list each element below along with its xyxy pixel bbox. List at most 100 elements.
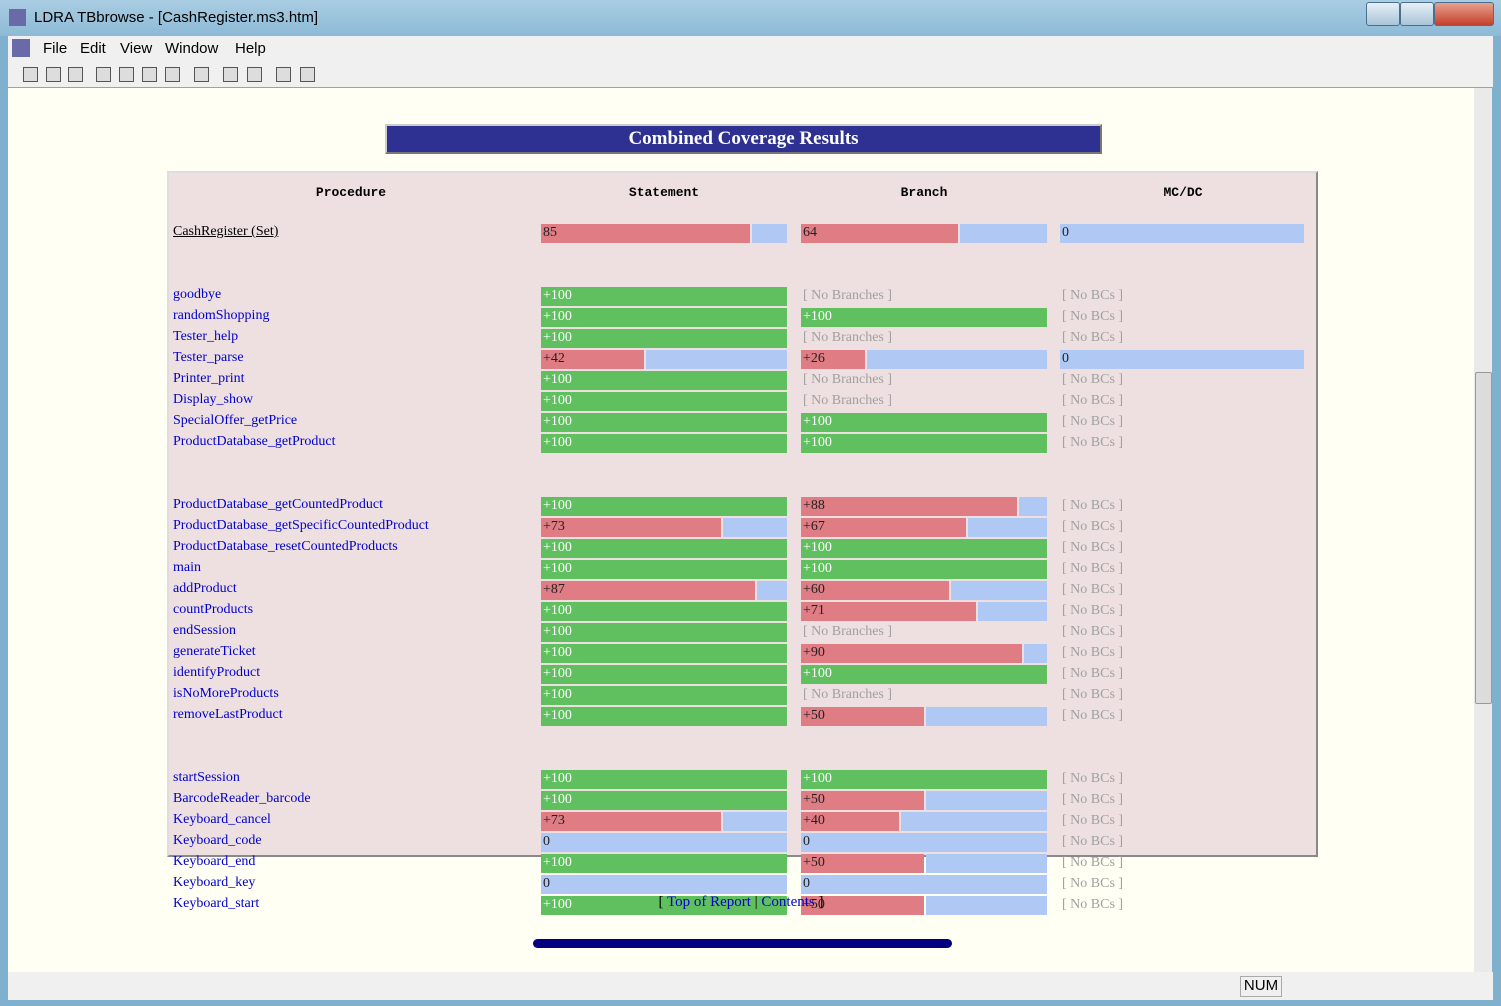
coverage-bar: +100: [801, 308, 1047, 327]
covered-segment: [541, 665, 787, 684]
coverage-bar: +100: [801, 539, 1047, 558]
covered-segment: [801, 539, 1047, 558]
coverage-label: +100: [543, 645, 572, 660]
not-applicable: [ No Branches ]: [803, 372, 893, 387]
coverage-bar: +100: [541, 707, 787, 726]
coverage-bar: +100: [541, 287, 787, 306]
procedure-name[interactable]: identifyProduct: [173, 665, 261, 680]
footer-link[interactable]: Top of Report: [666, 894, 751, 910]
procedure-name[interactable]: Tester_help: [173, 329, 239, 344]
uncovered-segment: [1060, 350, 1304, 369]
procedure-name[interactable]: Keyboard_start: [173, 896, 260, 911]
scroll-thumb[interactable]: [1475, 372, 1492, 704]
toolbar-button[interactable]: [142, 67, 157, 82]
menu-item[interactable]: Window: [165, 40, 219, 57]
footer-link[interactable]: Contents: [761, 894, 815, 910]
procedure-name[interactable]: CashRegister (Set): [173, 224, 279, 239]
coverage-bar: +100: [541, 896, 787, 915]
procedure-name[interactable]: ProductDatabase_resetCountedProducts: [173, 539, 398, 554]
toolbar-button[interactable]: [276, 67, 291, 82]
procedure-name[interactable]: goodbye: [173, 287, 222, 302]
uncovered-segment: [960, 224, 1047, 243]
toolbar-button[interactable]: [247, 67, 262, 82]
toolbar-button[interactable]: [23, 67, 38, 82]
procedure-name[interactable]: Display_show: [173, 392, 254, 407]
covered-segment: [541, 371, 787, 390]
uncovered-segment: [801, 833, 1047, 852]
toolbar-button[interactable]: [68, 67, 83, 82]
coverage-bar: +73: [541, 812, 787, 831]
scrollbar[interactable]: [1474, 88, 1492, 972]
coverage-bar: +100: [541, 434, 787, 453]
toolbar-button[interactable]: [300, 67, 315, 82]
procedure-name[interactable]: startSession: [173, 770, 240, 785]
procedure-name[interactable]: addProduct: [173, 581, 237, 596]
menu-item[interactable]: Help: [235, 40, 266, 57]
coverage-label: +90: [803, 645, 825, 660]
procedure-name[interactable]: removeLastProduct: [173, 707, 283, 722]
covered-segment: [541, 854, 787, 873]
uncovered-segment: [541, 875, 787, 894]
menu-item[interactable]: Edit: [80, 40, 106, 57]
minimize-button[interactable]: [1366, 2, 1400, 26]
coverage-label: +100: [543, 372, 572, 387]
coverage-bar: +71: [801, 602, 1047, 621]
bracket: [: [658, 894, 664, 910]
toolbar-button[interactable]: [194, 67, 209, 82]
procedure-name[interactable]: Keyboard_key: [173, 875, 256, 890]
coverage-label: +100: [543, 687, 572, 702]
procedure-name[interactable]: ProductDatabase_getProduct: [173, 434, 336, 449]
coverage-bar: 0: [801, 833, 1047, 852]
procedure-name[interactable]: Keyboard_cancel: [173, 812, 271, 827]
coverage-bar: +100: [541, 392, 787, 411]
uncovered-segment: [950, 581, 1047, 600]
coverage-label: +100: [543, 330, 572, 345]
procedure-name[interactable]: randomShopping: [173, 308, 270, 323]
coverage-bar: +100: [541, 308, 787, 327]
procedure-name[interactable]: isNoMoreProducts: [173, 686, 279, 701]
coverage-bar: +100: [541, 623, 787, 642]
menu-item[interactable]: View: [120, 40, 153, 57]
toolbar-button[interactable]: [223, 67, 238, 82]
toolbar: [8, 60, 1493, 88]
not-applicable: [ No BCs ]: [1062, 624, 1124, 639]
procedure-name[interactable]: Keyboard_code: [173, 833, 262, 848]
coverage-bar: +60: [801, 581, 1047, 600]
not-applicable: [ No BCs ]: [1062, 540, 1124, 555]
covered-segment: [541, 329, 787, 348]
procedure-name[interactable]: Keyboard_end: [173, 854, 256, 869]
coverage-bar: +100: [801, 770, 1047, 789]
coverage-label: +60: [803, 582, 825, 597]
toolbar-button[interactable]: [96, 67, 111, 82]
toolbar-button[interactable]: [165, 67, 180, 82]
coverage-label: +100: [543, 603, 572, 618]
column-header: Statement: [628, 185, 700, 200]
procedure-name[interactable]: SpecialOffer_getPrice: [173, 413, 298, 428]
coverage-label: 0: [1062, 225, 1069, 240]
maximize-button[interactable]: [1400, 2, 1434, 26]
coverage-label: +100: [543, 771, 572, 786]
procedure-name[interactable]: main: [173, 560, 201, 575]
procedure-name[interactable]: endSession: [173, 623, 236, 638]
menu-item[interactable]: File: [43, 40, 68, 57]
coverage-bar: +100: [541, 854, 787, 873]
procedure-name[interactable]: ProductDatabase_getSpecificCountedProduc…: [173, 518, 429, 533]
procedure-name[interactable]: countProducts: [173, 602, 254, 617]
coverage-bar: +50: [801, 791, 1047, 810]
coverage-label: +100: [543, 288, 572, 303]
close-button[interactable]: [1434, 2, 1494, 26]
coverage-bar: +100: [541, 770, 787, 789]
covered-segment: [541, 812, 721, 831]
covered-segment: [801, 665, 1047, 684]
toolbar-button[interactable]: [46, 67, 61, 82]
toolbar-button[interactable]: [119, 67, 134, 82]
procedure-name[interactable]: generateTicket: [173, 644, 256, 659]
covered-segment: [541, 518, 721, 537]
procedure-name[interactable]: BarcodeReader_barcode: [173, 791, 311, 806]
coverage-bar: +100: [541, 791, 787, 810]
procedure-name[interactable]: Printer_print: [173, 371, 245, 386]
procedure-name[interactable]: Tester_parse: [173, 350, 244, 365]
procedure-name[interactable]: ProductDatabase_getCountedProduct: [173, 497, 383, 512]
coverage-label: +100: [543, 624, 572, 639]
